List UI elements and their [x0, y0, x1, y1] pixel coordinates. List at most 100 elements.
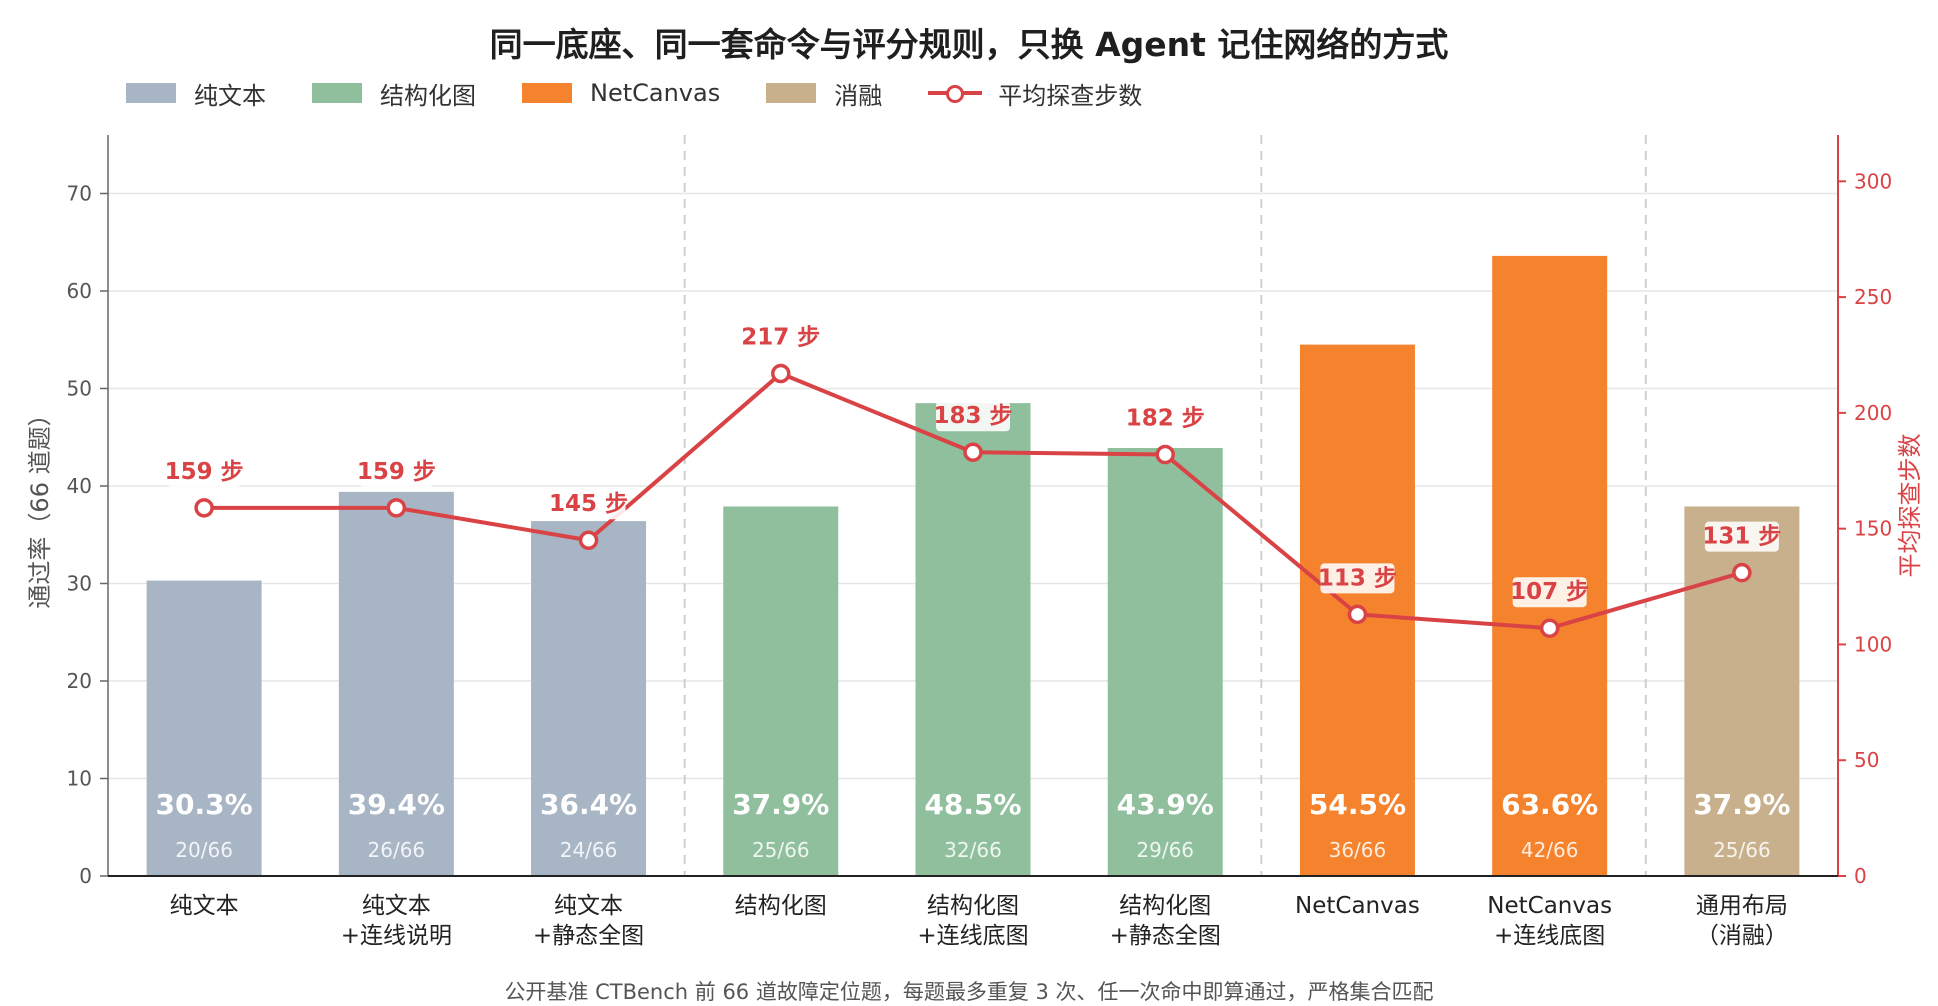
y-tick-label: 60 — [67, 279, 92, 303]
legend-item: 消融 — [766, 76, 882, 111]
line-value-label: 113 步 — [1318, 565, 1397, 591]
y2-tick-label: 100 — [1854, 632, 1892, 656]
x-tick-label: 结构化图 — [1119, 893, 1211, 919]
x-tick-label: NetCanvas — [1295, 893, 1420, 919]
legend-item: NetCanvas — [522, 79, 720, 107]
bar — [338, 491, 454, 876]
legend-item: 平均探查步数 — [928, 76, 1142, 111]
y2-tick-label: 200 — [1854, 401, 1892, 425]
bar — [531, 521, 647, 876]
bar-value-label: 39.4% — [348, 788, 445, 821]
x-tick-label: （消融） — [1696, 923, 1788, 949]
y-tick-label: 50 — [67, 377, 92, 401]
line-value-label: 159 步 — [165, 459, 244, 485]
x-tick-label: +静态全图 — [533, 923, 644, 949]
line-value-label: 183 步 — [933, 403, 1012, 429]
y2-axis-label: 平均探查步数 — [1896, 434, 1924, 578]
y2-tick-label: 300 — [1854, 169, 1892, 193]
bar-value-label: 43.9% — [1117, 788, 1214, 821]
bar-value-label: 37.9% — [732, 788, 829, 821]
line-value-label: 182 步 — [1126, 406, 1205, 432]
legend-label: 纯文本 — [194, 81, 266, 110]
line-label-bg — [1320, 563, 1395, 594]
line-label-bg — [1512, 577, 1587, 608]
bar — [1492, 255, 1608, 876]
x-tick-label: 结构化图 — [735, 893, 827, 919]
legend-label: 平均探查步数 — [998, 81, 1143, 110]
bar-count-label: 26/66 — [368, 838, 426, 862]
x-tick-label: 通用布局 — [1696, 893, 1788, 919]
line-point — [963, 442, 983, 462]
line-value-label: 107 步 — [1510, 579, 1589, 605]
bar-count-label: 25/66 — [752, 838, 810, 862]
line-value-label: 217 步 — [741, 325, 820, 351]
line-label-bg — [167, 456, 242, 487]
line-point — [578, 530, 599, 550]
chart-title: 同一底座、同一套命令与评分规则，只换 Agent 记住网络的方式 — [489, 25, 1449, 64]
bar-count-label: 29/66 — [1136, 838, 1194, 862]
y2-tick-label: 150 — [1854, 517, 1892, 541]
line-label-bg — [1704, 521, 1779, 552]
footnote: 公开基准 CTBench 前 66 道故障定位题，每题最多重复 3 次、任一次命… — [504, 980, 1434, 1004]
y-tick-label: 0 — [79, 864, 92, 888]
x-tick-label: +静态全图 — [1110, 923, 1221, 949]
legend-swatch — [126, 83, 176, 103]
line-point — [386, 498, 407, 518]
line-label-bg — [1128, 403, 1203, 434]
legend-label: NetCanvas — [590, 79, 721, 107]
legend-swatch — [766, 83, 817, 103]
bar-value-label: 54.5% — [1309, 788, 1406, 821]
y-tick-label: 10 — [67, 767, 92, 791]
line-label-bg — [551, 489, 626, 520]
x-tick-label: 纯文本 — [554, 893, 623, 919]
x-tick-label: 纯文本 — [170, 893, 239, 919]
bar-value-label: 48.5% — [924, 788, 1021, 821]
line-point — [1539, 618, 1560, 638]
line-value-label: 145 步 — [549, 491, 628, 517]
line-point — [1732, 562, 1752, 583]
legend-swatch — [522, 83, 572, 103]
bar-count-label: 32/66 — [944, 838, 1002, 862]
bar-count-label: 25/66 — [1713, 838, 1771, 862]
line-label-bg — [359, 456, 434, 487]
y2-tick-label: 50 — [1854, 748, 1879, 772]
bar — [723, 506, 839, 876]
x-tick-label: +连线说明 — [341, 923, 452, 949]
y2-tick-label: 250 — [1854, 285, 1892, 309]
legend-item: 结构化图 — [312, 76, 476, 111]
line-label-bg — [936, 401, 1010, 432]
bar-value-label: 36.4% — [540, 788, 637, 821]
bar-value-label: 37.9% — [1693, 788, 1790, 821]
y2-tick-label: 0 — [1854, 864, 1867, 888]
x-tick-label: +连线底图 — [1494, 923, 1605, 949]
bar-count-label: 36/66 — [1329, 838, 1387, 862]
x-tick-label: +连线底图 — [917, 923, 1028, 949]
line-point — [194, 498, 214, 518]
legend-swatch — [312, 83, 362, 103]
y-axis-label: 通过率（66 道题） — [26, 402, 54, 608]
line-value-label: 159 步 — [357, 459, 436, 485]
bar — [1107, 447, 1223, 876]
line-point — [1347, 604, 1368, 625]
bar-count-label: 42/66 — [1521, 838, 1579, 862]
legend: 纯文本 结构化图 NetCanvas 消融 平均探查步数 — [126, 76, 1188, 111]
bar-value-label: 30.3% — [156, 788, 253, 821]
legend-label: 结构化图 — [380, 81, 476, 110]
legend-item: 纯文本 — [126, 76, 266, 111]
legend-label: 消融 — [834, 81, 883, 110]
bar — [146, 580, 262, 876]
line-point — [771, 363, 791, 384]
line-label-bg — [743, 322, 818, 353]
bar — [915, 403, 1031, 876]
bar-count-label: 24/66 — [560, 838, 618, 862]
x-tick-label: 结构化图 — [927, 893, 1019, 919]
x-tick-label: 纯文本 — [362, 893, 431, 919]
x-tick-label: NetCanvas — [1487, 893, 1612, 919]
bar-value-label: 63.6% — [1501, 788, 1598, 821]
legend-line-marker — [928, 83, 983, 103]
line-value-label: 131 步 — [1702, 524, 1781, 550]
bar-count-label: 20/66 — [175, 838, 233, 862]
y-tick-label: 20 — [67, 669, 92, 693]
line-point — [1155, 444, 1175, 465]
